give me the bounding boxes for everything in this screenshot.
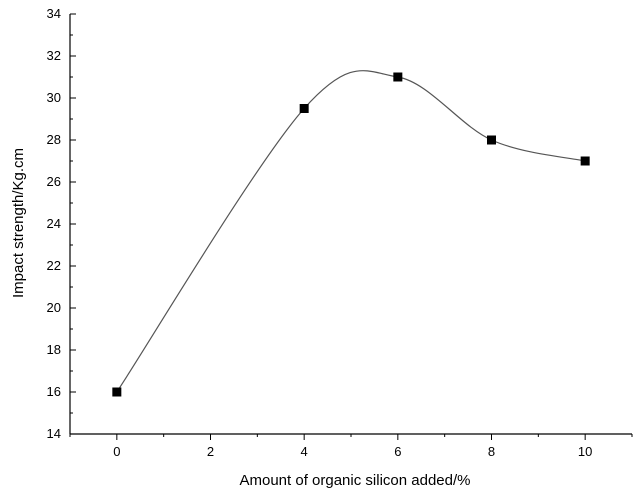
- y-tick-label: 14: [47, 426, 61, 441]
- x-tick-label: 4: [301, 444, 308, 459]
- y-tick-label: 30: [47, 90, 61, 105]
- y-ticks: 14 16 18 20 22 24 26 28 30 32 34: [47, 6, 76, 441]
- x-tick-label: 6: [394, 444, 401, 459]
- y-tick-label: 18: [47, 342, 61, 357]
- data-point: [580, 156, 590, 166]
- y-tick-label: 22: [47, 258, 61, 273]
- y-tick-label: 16: [47, 384, 61, 399]
- data-point: [112, 387, 122, 397]
- y-axis-label: Impact strength/Kg.cm: [10, 148, 27, 298]
- data-points: [112, 72, 590, 397]
- x-ticks: 0 2 4 6 8 10: [69, 434, 633, 459]
- y-tick-label: 34: [47, 6, 61, 21]
- x-tick-label: 0: [113, 444, 120, 459]
- data-point: [299, 104, 309, 113]
- x-tick-label: 10: [578, 444, 592, 459]
- series-curve: [116, 70, 586, 393]
- data-point: [393, 72, 403, 82]
- x-axis-label: Amount of organic silicon added/%: [240, 472, 471, 489]
- y-tick-label: 28: [47, 132, 61, 147]
- axes: [69, 14, 632, 435]
- y-tick-label: 20: [47, 300, 61, 315]
- data-point: [487, 135, 496, 145]
- y-tick-label: 26: [47, 174, 61, 189]
- y-tick-label: 32: [47, 48, 61, 63]
- y-tick-label: 24: [47, 216, 61, 231]
- x-tick-label: 2: [207, 444, 214, 459]
- x-tick-label: 8: [488, 444, 495, 459]
